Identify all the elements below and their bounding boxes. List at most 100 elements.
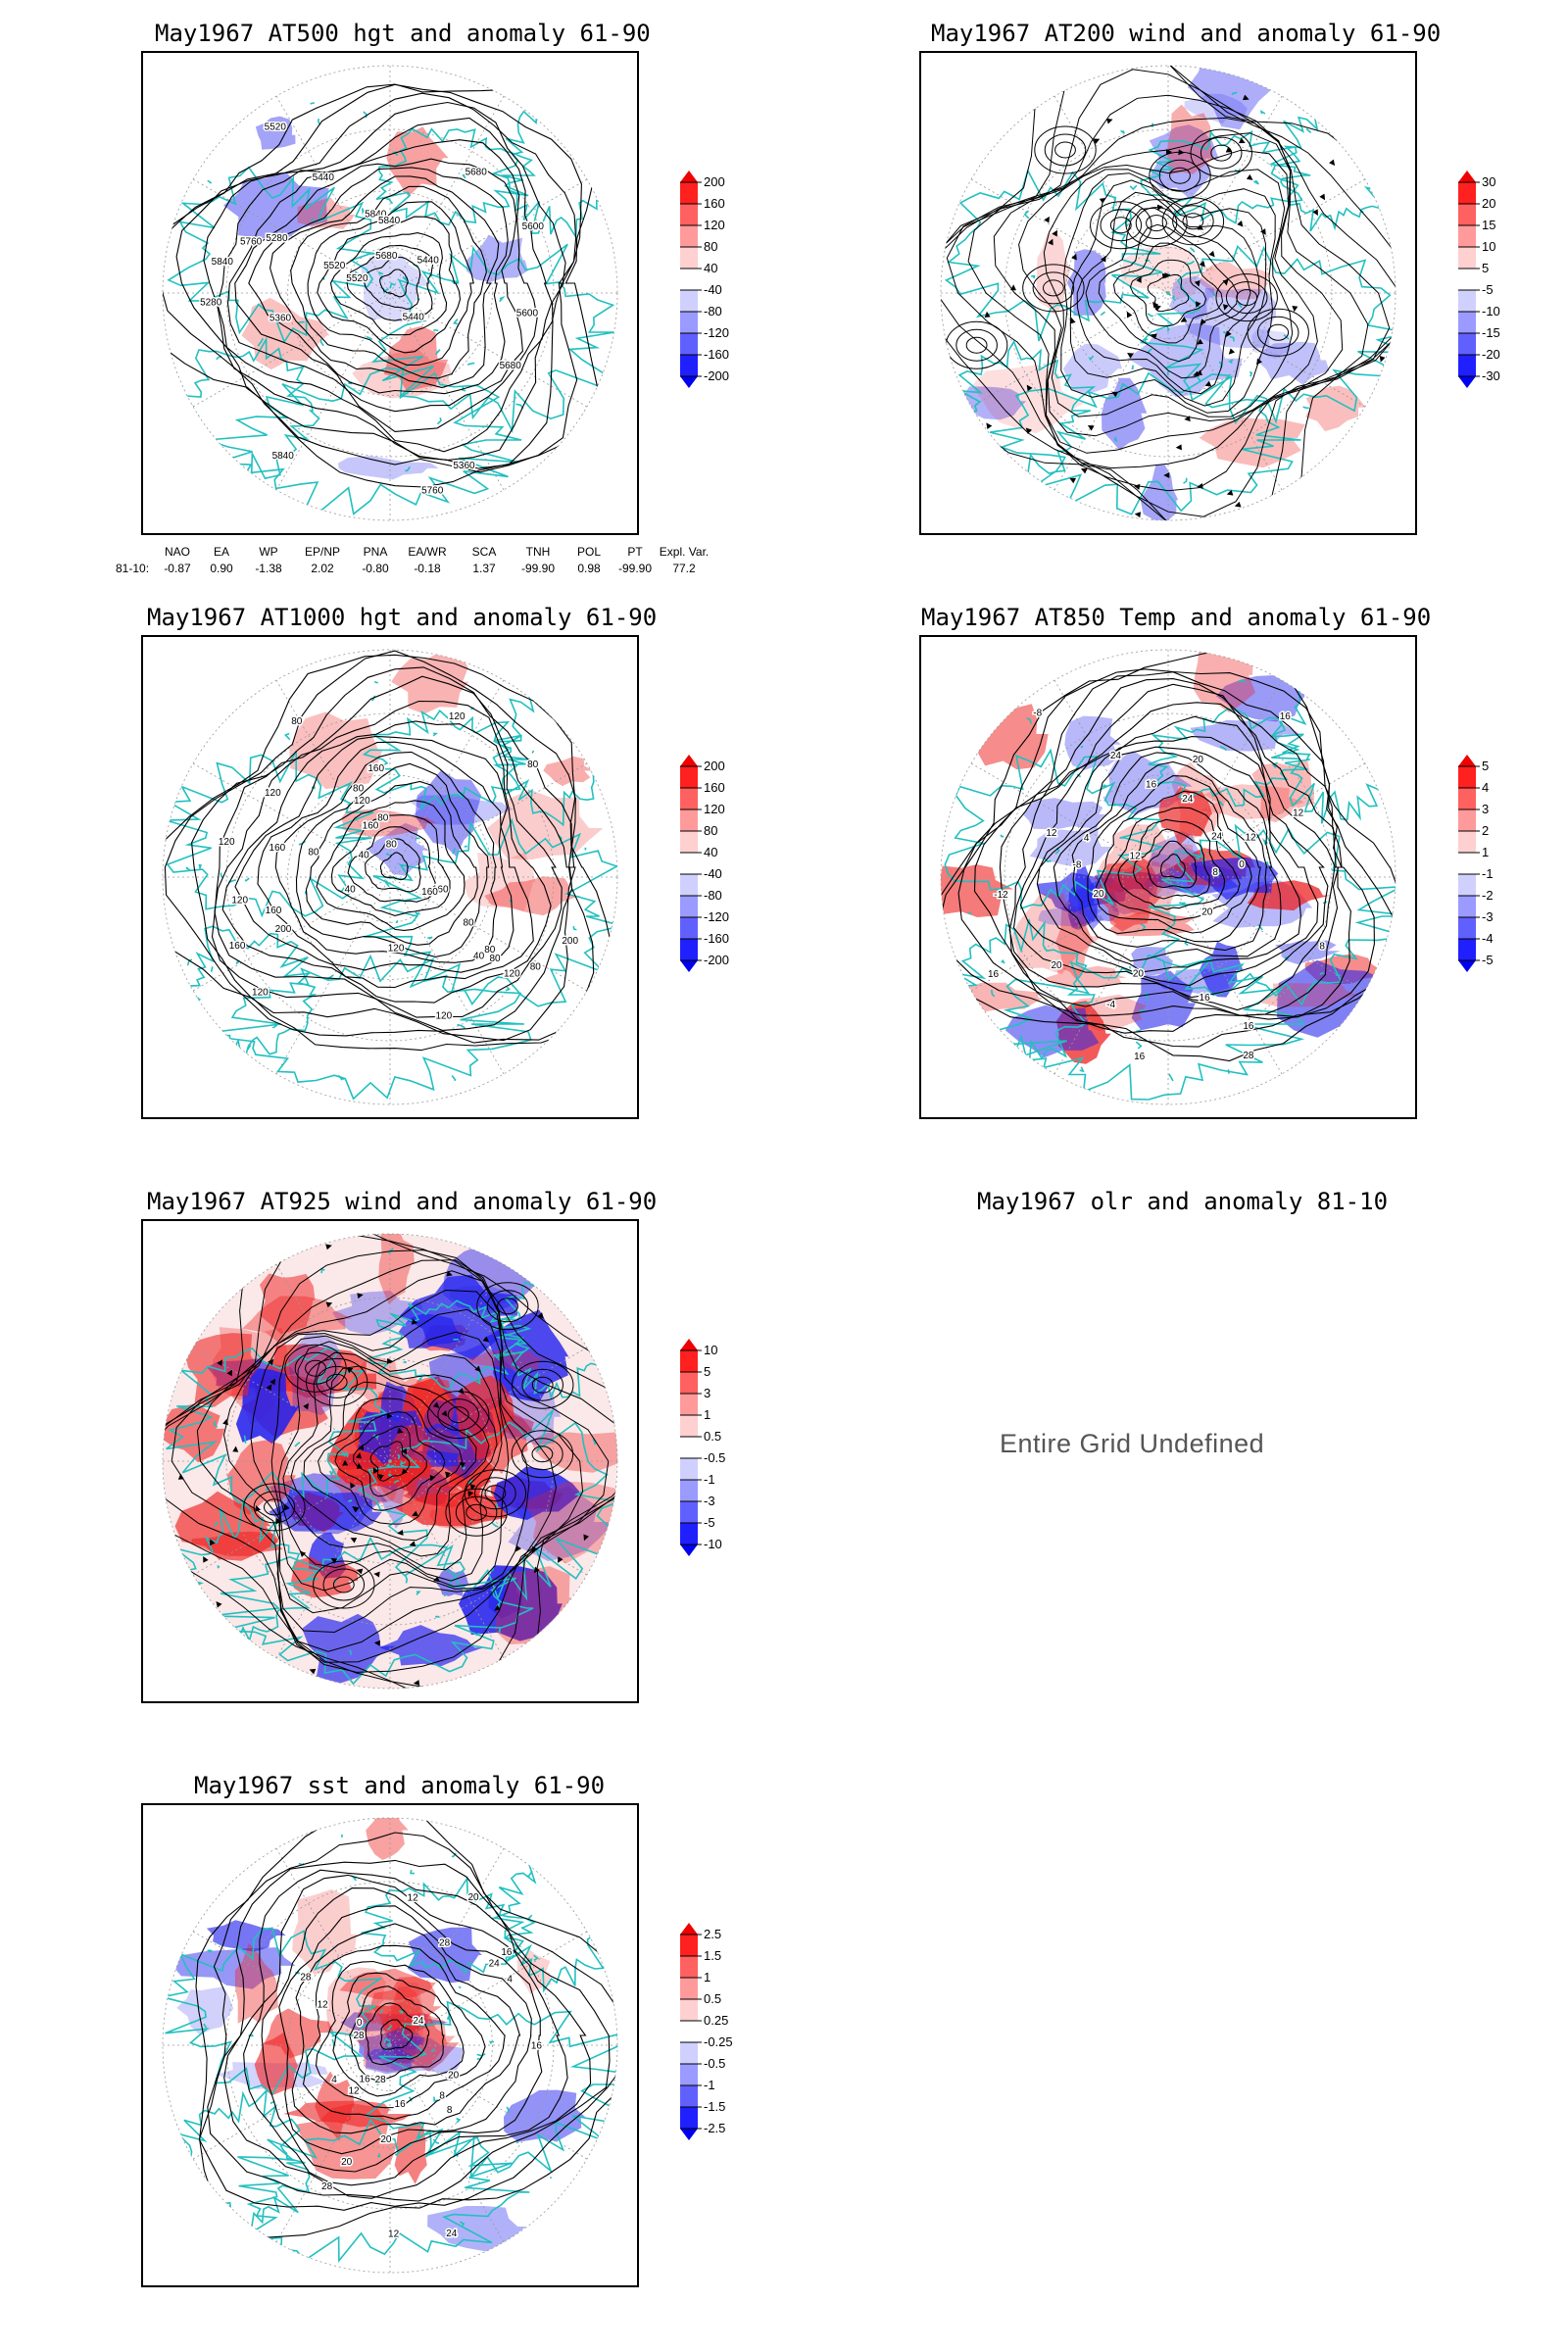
streamline-eddy [1215, 273, 1278, 322]
coastline [298, 320, 305, 323]
contour-label: 160 [421, 887, 438, 898]
streamline-arrow [1204, 380, 1212, 387]
map-sst: 28 28 24 24 20 20 16 12 8 12 16 4 0 12 16 20 8 4 12 16 20 24 2… [141, 1803, 639, 2287]
contour-label: 40 [359, 851, 370, 861]
colorbar-label: 10 [1482, 239, 1495, 254]
contour-line [214, 700, 563, 1018]
coastline [436, 416, 442, 425]
streamline-eddy [1247, 308, 1309, 357]
coastline [512, 969, 516, 974]
streamline-arrow [515, 1544, 521, 1552]
coastline [572, 925, 577, 931]
coastline [1227, 1069, 1231, 1074]
coastline [257, 337, 265, 347]
colorbar-1000: 200 160 120 80 40 -40 -80 -120 -160 -200 [680, 755, 749, 1029]
streamline-eddy [445, 1488, 508, 1537]
coastline [1288, 95, 1293, 101]
anomaly-shading [222, 116, 528, 480]
anomaly-shade [1062, 343, 1122, 394]
streamline-arrow [412, 1510, 418, 1517]
streamline-arrow [226, 1369, 233, 1377]
coastline [456, 2117, 462, 2124]
index-value: -0.18 [414, 562, 441, 575]
contour-label: 8 [439, 2091, 445, 2102]
colorbar-segment [1458, 333, 1476, 355]
coastline [243, 1435, 247, 1444]
coastline [1165, 324, 1170, 332]
colorbar-label: 200 [704, 759, 725, 773]
coastline [533, 1954, 539, 1962]
contour-line [1071, 760, 1268, 952]
streamline-arrow [1071, 253, 1077, 261]
colorbar-segment [680, 1394, 698, 1415]
streamline-eddy [1149, 151, 1211, 200]
contour-label: 12 [1130, 852, 1142, 862]
streamline-arrow [1152, 301, 1159, 309]
anomaly-shade [493, 1466, 582, 1520]
contour-line [332, 1972, 465, 2097]
contour-label: 80 [386, 840, 398, 851]
contour-label: 24 [446, 2229, 458, 2239]
colorbar-label: -10 [1482, 304, 1500, 318]
colorbar-segment [680, 896, 698, 917]
coastline [362, 709, 531, 810]
streamline-eddy [956, 328, 998, 362]
coastline [370, 695, 376, 702]
streamline [277, 1341, 503, 1582]
anomaly-shade [1011, 893, 1102, 975]
anomaly-shade [436, 1568, 470, 1596]
streamline [1129, 259, 1207, 327]
contour-label: 24 [489, 1959, 501, 1970]
coastline [506, 2106, 510, 2114]
streamline-eddy [1256, 316, 1299, 349]
coastline [489, 2040, 495, 2044]
contour-label: 16 [531, 2041, 543, 2052]
streamline-arrow [1228, 348, 1236, 355]
colorbar-label: -200 [704, 368, 729, 383]
streamline-eddy [1169, 167, 1191, 184]
coastline [345, 1451, 349, 1458]
contour-label: 40 [473, 952, 485, 962]
contour-label: 120 [388, 944, 405, 955]
contour-label: 120 [449, 711, 466, 722]
contour-line [1087, 775, 1261, 943]
colorbar-segment [680, 917, 698, 939]
contour-line [1146, 840, 1198, 889]
streamline-arrow [216, 1600, 222, 1608]
contour-line [1019, 736, 1319, 987]
coastline [354, 270, 361, 276]
coastline [198, 863, 202, 871]
streamline-arrow [1133, 483, 1141, 490]
map-850: 16 12 8 4 0 -4 -8 -12 16 20 16 12 16 20 24 -8 12 8 12 16 20 2… [919, 635, 1417, 1119]
coastline [1171, 295, 1177, 302]
contour-line [295, 762, 490, 957]
coastline [399, 1460, 406, 1466]
contour-line [164, 650, 595, 1044]
contour-line [261, 1887, 543, 2173]
coastline [1145, 259, 1151, 263]
coastline [1043, 857, 1053, 863]
streamline-arrow [1134, 512, 1142, 518]
coastline [466, 362, 475, 366]
streamline [1069, 179, 1267, 407]
coastline [361, 1876, 536, 1975]
streamline-arrow [1127, 353, 1134, 359]
olr-undefined-message: Entire Grid Undefined [1000, 1429, 1265, 1458]
contour-label: 5840 [212, 257, 234, 268]
streamline-eddy [325, 1373, 348, 1391]
coastline [1129, 965, 1131, 969]
coastline [435, 349, 441, 356]
anomaly-shade [1149, 124, 1219, 200]
colorbar-label: -5 [1482, 282, 1494, 297]
streamlines [163, 1234, 617, 1689]
streamline [1147, 273, 1190, 313]
index-header: NAO [164, 545, 190, 559]
colorbar-segment [680, 2085, 698, 2107]
index-header: SCA [471, 545, 497, 559]
streamline [946, 94, 1391, 492]
coastline [1001, 958, 1005, 964]
colorbar-arrow-bottom [680, 2129, 698, 2140]
coastline [1228, 359, 1234, 365]
contour-label: 20 [448, 2071, 460, 2082]
coastline [408, 2096, 413, 2103]
